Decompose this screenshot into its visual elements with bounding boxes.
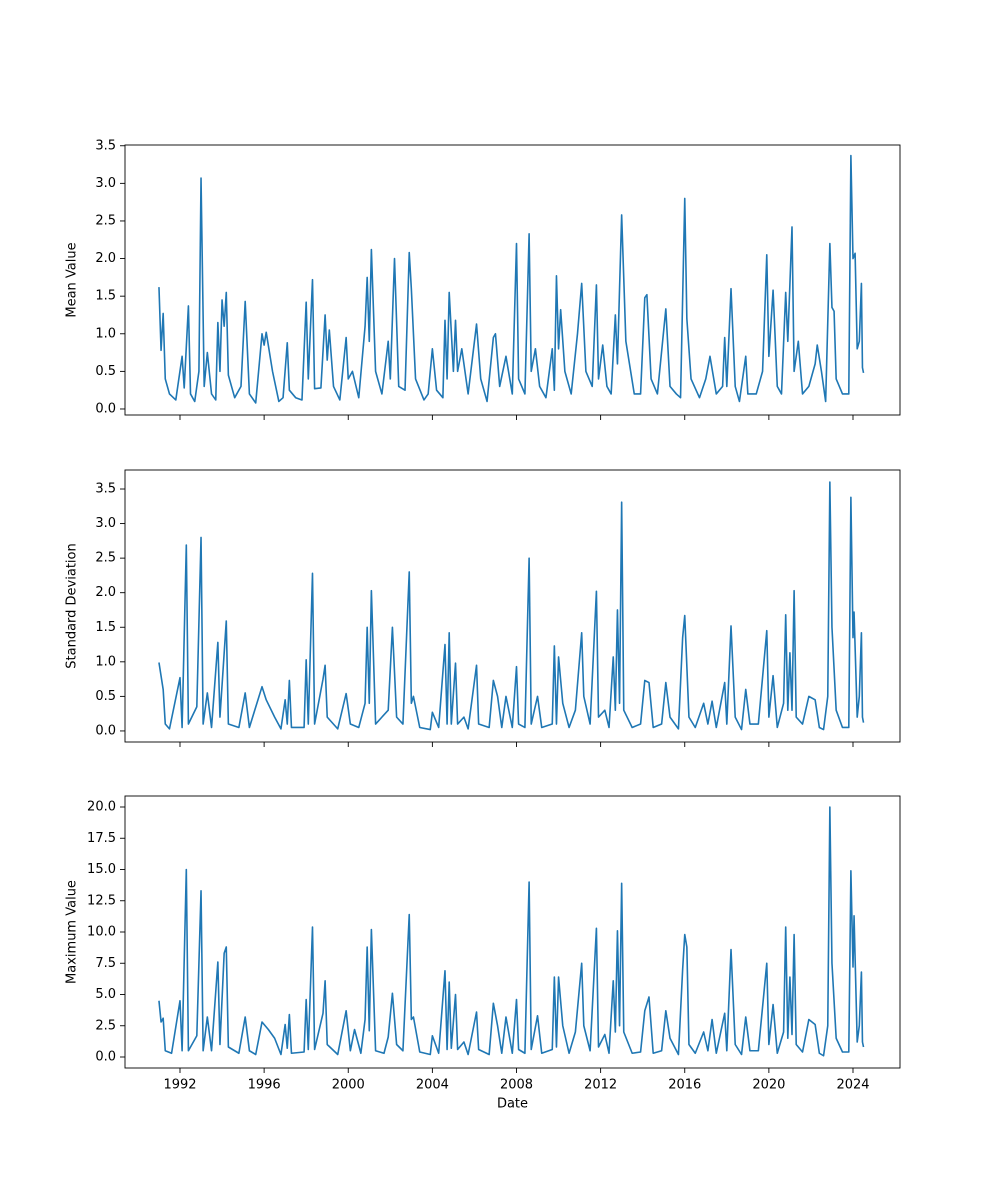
- y-tick-label: 3.0: [95, 176, 116, 191]
- x-tick-label: 2000: [332, 1078, 365, 1093]
- y-tick-label: 20.0: [87, 800, 116, 815]
- y-tick-label: 17.5: [87, 831, 116, 846]
- data-line: [158, 154, 865, 404]
- y-tick-label: 5.0: [95, 987, 116, 1002]
- y-tick-label: 0.5: [95, 364, 116, 379]
- x-tick-label: 2008: [500, 1078, 533, 1093]
- x-tick-label: 2016: [668, 1078, 701, 1093]
- y-tick-label: 3.0: [95, 516, 116, 531]
- x-tick-label: 2020: [752, 1078, 785, 1093]
- y-tick-label: 1.5: [95, 289, 116, 304]
- y-tick-label: 2.0: [95, 585, 116, 600]
- data-line: [158, 806, 865, 1057]
- y-tick-label: 1.0: [95, 326, 116, 341]
- y-tick-label: 2.5: [95, 1018, 116, 1033]
- axes-frame: [124, 469, 901, 743]
- x-tick-label: 2012: [584, 1078, 617, 1093]
- y-axis-label: Maximum Value: [65, 880, 80, 984]
- y-tick-label: 3.5: [95, 482, 116, 497]
- y-tick-label: 2.5: [95, 551, 116, 566]
- y-axis-label: Mean Value: [65, 242, 80, 317]
- y-tick-label: 1.0: [95, 654, 116, 669]
- y-tick-label: 1.5: [95, 620, 116, 635]
- data-line: [158, 481, 865, 731]
- y-tick-label: 2.5: [95, 213, 116, 228]
- y-tick-label: 0.5: [95, 689, 116, 704]
- x-tick-label: 2004: [416, 1078, 449, 1093]
- x-axis-label: Date: [497, 1097, 528, 1112]
- y-tick-label: 12.5: [87, 893, 116, 908]
- y-axis-label: Standard Deviation: [65, 543, 80, 668]
- y-tick-label: 0.0: [95, 723, 116, 738]
- y-tick-label: 3.5: [95, 138, 116, 153]
- y-tick-label: 0.0: [95, 401, 116, 416]
- y-tick-label: 15.0: [87, 862, 116, 877]
- x-tick-label: 2024: [836, 1078, 869, 1093]
- x-tick-label: 1996: [248, 1078, 281, 1093]
- y-tick-label: 7.5: [95, 956, 116, 971]
- x-tick-label: 1992: [163, 1078, 196, 1093]
- axes-frame: [124, 144, 901, 416]
- y-tick-label: 10.0: [87, 925, 116, 940]
- y-tick-label: 0.0: [95, 1050, 116, 1065]
- y-tick-label: 2.0: [95, 251, 116, 266]
